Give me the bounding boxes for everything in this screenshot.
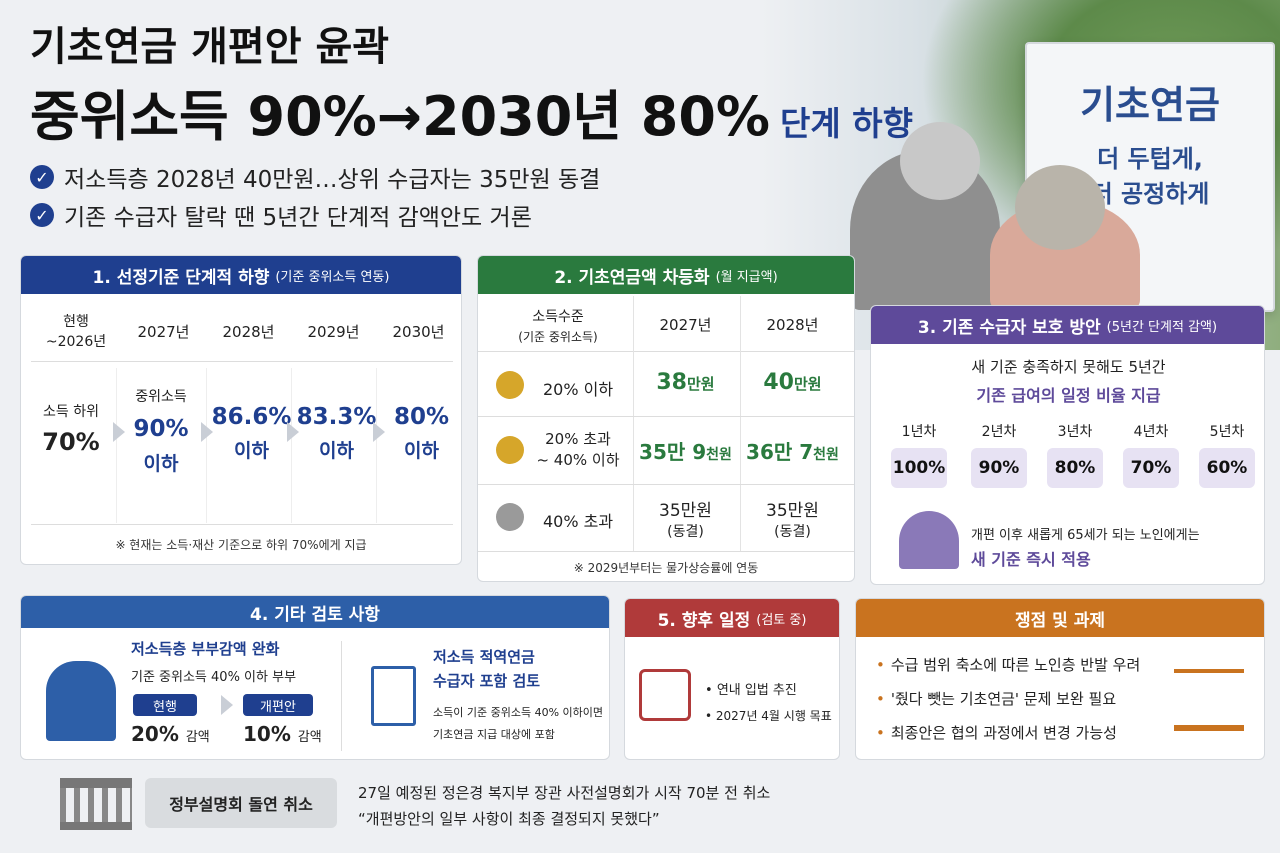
cancellation-badge: 정부설명회 돌연 취소: [145, 778, 337, 828]
year-2: 2년차: [981, 424, 1017, 440]
new-rule-emphasis: 새 기준 즉시 적용: [971, 550, 1091, 569]
section-2-note: ※ 2029년부터는 물가상승률에 연동: [573, 561, 759, 575]
pension-recipient-title1: 저소득 적역연금: [433, 648, 535, 666]
bullet-2: ✓ 기존 수급자 탈락 땐 5년간 단계적 감액안도 거론: [30, 198, 532, 232]
section-2-card: 2. 기초연금액 차등화 (월 지급액) 소득수준 (기준 중위소득) 2027년…: [477, 255, 855, 582]
section-1-card: 1. 선정기준 단계적 하향 (기준 중위소득 연동) 현행 ~2026년 202…: [20, 255, 462, 565]
footer-line2: “개편방안의 일부 사항이 최종 결정되지 못했다”: [358, 810, 660, 828]
schedule-item-2: • 2027년 4월 시행 목표: [705, 709, 832, 723]
issue-item-3: 최종안은 협의 과정에서 변경 가능성: [876, 722, 1117, 743]
check-icon: ✓: [30, 203, 54, 227]
sign-line2: 더 공정하게: [1090, 180, 1210, 208]
current-pill: 현행: [133, 694, 197, 716]
government-building-icon: [60, 778, 132, 830]
row-3-level: 40% 초과: [542, 512, 614, 531]
rate-1: 100%: [891, 448, 947, 488]
row-2-2027: 35만 9천원: [639, 440, 732, 464]
rate-3: 80%: [1047, 448, 1103, 488]
footer-line1: 27일 예정된 정은경 복지부 장관 사전설명회가 시작 70분 전 취소: [358, 784, 771, 802]
issue-item-2: '줬다 뺏는 기초연금' 문제 보완 필요: [876, 688, 1116, 709]
check-icon: ✓: [30, 165, 54, 189]
pension-recipient-sub1: 소득이 기준 중위소득 40% 이하이면: [433, 706, 603, 719]
woman-head-image: [1015, 165, 1105, 250]
schedule-item-1: • 연내 입법 추진: [705, 683, 797, 698]
row-2-level: 20% 초과 ~ 40% 이하: [536, 430, 620, 469]
row-1-level: 20% 이하: [542, 380, 614, 399]
rate-4: 70%: [1123, 448, 1179, 488]
new-rule-note: 개편 이후 새롭게 65세가 되는 노인에게는: [971, 528, 1200, 543]
v2027-label: 중위소득: [135, 389, 187, 405]
reform-pill: 개편안: [243, 694, 313, 716]
level-subheader: (기준 중위소득): [518, 330, 598, 344]
section-1-note: ※ 현재는 소득·재산 기준으로 하위 70%에게 지급: [115, 538, 367, 552]
gold-coins-icon: [496, 371, 524, 399]
protection-line2: 기존 급여의 일정 비율 지급: [976, 386, 1161, 405]
pension-recipient-sub2: 기초연금 지급 대상에 포함: [433, 728, 555, 741]
document-icon: [371, 666, 416, 726]
section-5-header: 5. 향후 일정 (검토 중): [625, 599, 839, 637]
row-3-2028: 35만원: [766, 501, 819, 521]
row-3-2027: 35만원: [659, 501, 712, 521]
section-3-header: 3. 기존 수급자 보호 방안 (5년간 단계적 감액): [871, 306, 1264, 344]
sign-line1: 더 두텁게,: [1097, 145, 1203, 173]
col-2028: 2028년: [222, 323, 275, 341]
man-head-image: [900, 122, 980, 200]
col-current: 현행 ~2026년: [45, 314, 107, 350]
year-5: 5년차: [1209, 424, 1245, 440]
level-header: 소득수준: [532, 309, 584, 325]
rate-2: 90%: [971, 448, 1027, 488]
section-5-card: 5. 향후 일정 (검토 중) • 연내 입법 추진 • 2027년 4월 시행 …: [624, 598, 840, 760]
col-2028: 2028년: [766, 316, 819, 334]
section-2-header: 2. 기초연금액 차등화 (월 지급액): [478, 256, 854, 294]
col-2027: 2027년: [659, 316, 712, 334]
headline-sub: 단계 하향: [780, 104, 913, 143]
protection-line1: 새 기준 충족하지 못해도 5년간: [971, 358, 1166, 376]
year-4: 4년차: [1133, 424, 1169, 440]
year-1: 1년차: [901, 424, 937, 440]
pension-recipient-title2: 수급자 포함 검토: [433, 672, 541, 690]
row-3-2027-note: (동결): [667, 524, 704, 540]
v2029-suffix: 이하: [319, 440, 354, 462]
col-2029: 2029년: [307, 323, 360, 341]
gold-coins-icon: [496, 436, 524, 464]
current-label: 소득 하위: [43, 404, 99, 420]
v2030-value: 80%: [393, 404, 450, 430]
page-title: 기초연금 개편안 윤곽: [30, 24, 390, 70]
section-3-card: 3. 기존 수급자 보호 방안 (5년간 단계적 감액) 새 기준 충족하지 못해…: [870, 305, 1265, 585]
rate-5: 60%: [1199, 448, 1255, 488]
row-3-2028-note: (동결): [774, 524, 811, 540]
reform-reduction: 10% 감액: [243, 722, 322, 746]
current-reduction: 20% 감액: [131, 722, 210, 746]
v2027-value: 90%: [133, 416, 189, 442]
v2028-value: 86.6%: [211, 404, 292, 430]
row-2-2028: 36만 7천원: [746, 440, 839, 464]
col-2027: 2027년: [137, 323, 190, 341]
bullet-1: ✓ 저소득층 2028년 40만원…상위 수급자는 35만원 동결: [30, 160, 600, 194]
section-6-card: 쟁점 및 과제 수급 범위 축소에 따른 노인층 반발 우려 '줬다 뺏는 기초…: [855, 598, 1265, 760]
v2027-suffix: 이하: [143, 453, 179, 475]
sign-title: 기초연금: [1080, 83, 1220, 127]
row-1-2028: 40만원: [763, 370, 822, 395]
section-1-header: 1. 선정기준 단계적 하향 (기준 중위소득 연동): [21, 256, 461, 294]
v2028-suffix: 이하: [234, 440, 269, 462]
col-2030: 2030년: [392, 323, 445, 341]
section-6-header: 쟁점 및 과제: [856, 599, 1264, 637]
v2029-value: 83.3%: [296, 404, 377, 430]
elderly-couple-icon: [899, 511, 959, 569]
v2030-suffix: 이하: [404, 440, 439, 462]
silver-coins-icon: [496, 503, 524, 531]
headline: 중위소득 90%→2030년 80% 단계 하향: [30, 85, 913, 148]
section-4-header: 4. 기타 검토 사항: [21, 596, 609, 628]
calendar-icon: [639, 669, 691, 721]
row-1-2027: 38만원: [656, 370, 715, 395]
scales-icon: [1174, 669, 1244, 731]
current-value: 70%: [42, 428, 100, 456]
couple-reduction-title: 저소득층 부부감액 완화: [131, 640, 280, 658]
year-3: 3년차: [1057, 424, 1093, 440]
section-4-card: 4. 기타 검토 사항 저소득층 부부감액 완화 기준 중위소득 40% 이하 …: [20, 595, 610, 760]
couple-reduction-sub: 기준 중위소득 40% 이하 부부: [131, 670, 297, 685]
couple-icon: [46, 661, 116, 741]
issue-item-1: 수급 범위 축소에 따른 노인층 반발 우려: [876, 654, 1140, 675]
